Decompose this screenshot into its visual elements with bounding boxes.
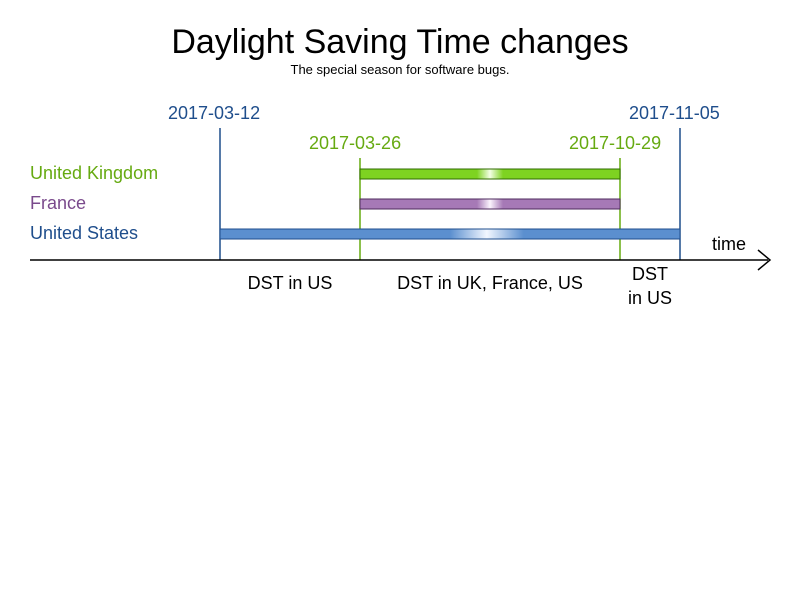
axis-label-time: time: [712, 234, 747, 254]
period-label-us-only-start: DST in US: [247, 273, 333, 293]
date-eu-end: 2017-10-29: [569, 133, 662, 153]
country-label-us: United States: [30, 223, 139, 243]
uk-dst-bar: [359, 168, 621, 180]
time-axis-arrowhead: [757, 249, 772, 271]
date-eu-start: 2017-03-26: [309, 133, 402, 153]
date-us-end: 2017-11-05: [629, 103, 720, 123]
period-label-all-countries: DST in UK, France, US: [397, 273, 583, 293]
date-us-start: 2017-03-12: [168, 103, 261, 123]
diagram-title: Daylight Saving Time changes: [171, 23, 629, 61]
country-label-france: France: [30, 193, 87, 213]
period-label-us-only-end-line1: DST: [632, 264, 668, 284]
france-dst-bar: [359, 198, 621, 210]
us-dst-bar: [219, 228, 681, 240]
period-label-us-only-end-line2: in US: [627, 288, 672, 308]
country-label-uk: United Kingdom: [30, 163, 159, 183]
diagram-subtitle: The special season for software bugs.: [290, 62, 510, 77]
